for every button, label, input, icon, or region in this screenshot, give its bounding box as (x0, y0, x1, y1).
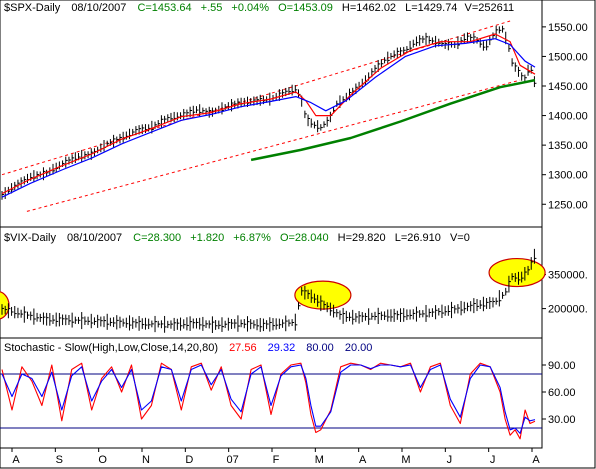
vix-ytick-label: 200000. (548, 304, 588, 316)
xaxis-month-label: A (12, 454, 20, 466)
xaxis-month-label: A (532, 454, 540, 466)
price-ma-mid-line (1, 38, 536, 198)
price-high: H=1462.02 (342, 2, 396, 14)
price-trendline (1, 20, 511, 176)
stochastic-k-value: 27.56 (229, 342, 257, 354)
vix-symbol: $VIX-Daily (4, 232, 56, 244)
xaxis-month-label: F (273, 454, 280, 466)
grid-layer: 1550.00 1500.00 1450.00 1400.00 1350.00 1300.… (11, 22, 588, 466)
price-open: O=1453.09 (278, 2, 333, 14)
stochastic-panel-frame (0, 337, 543, 449)
price-ytick-label: 1500.00 (548, 51, 588, 63)
price-trendline (26, 79, 521, 212)
vix-ytick-label: 350000. (548, 270, 588, 282)
vix-high: H=29.820 (338, 232, 386, 244)
stochastic-d-value: 29.32 (268, 342, 296, 354)
vix-open: O=28.040 (280, 232, 329, 244)
price-low: L=1429.74 (405, 2, 457, 14)
price-ma-long-line (250, 78, 536, 162)
stochastic-ytick-label: 30.00 (548, 414, 576, 426)
price-symbol: $SPX-Daily (4, 2, 61, 14)
price-change: +.55 (201, 2, 223, 14)
marks-layer (0, 20, 546, 440)
xaxis-month-label: J (490, 454, 496, 466)
stochastic-title: Stochastic - Slow(High,Low,Close,14,20,8… (4, 342, 218, 354)
xaxis-month-label: J (447, 454, 453, 466)
vix-close: C=28.300 (133, 232, 181, 244)
xaxis-month-label: S (56, 454, 63, 466)
stoch-d-line (1, 364, 536, 434)
stochastic-ytick-label: 60.00 (548, 387, 576, 399)
vix-date: 08/10/2007 (67, 232, 122, 244)
vix-header: $VIX-Daily 08/10/2007 C=28.300 +1.820 +6… (4, 232, 470, 244)
price-header: $SPX-Daily 08/10/2007 C=1453.64 +.55 +0.… (4, 2, 514, 14)
xaxis-month-label: N (142, 454, 150, 466)
stochastic-ytick-label: 90.00 (548, 360, 576, 372)
xaxis-month-label: D (185, 454, 193, 466)
price-ytick-label: 1400.00 (548, 111, 588, 123)
vix-volume: V=0 (450, 232, 470, 244)
price-ytick-label: 1250.00 (548, 199, 588, 211)
stochastic-lower-value: 20.00 (345, 342, 373, 354)
price-panel-frame (0, 0, 543, 228)
price-close: C=1453.64 (137, 2, 191, 14)
price-volume: V=252611 (465, 2, 515, 14)
price-ytick-label: 1350.00 (548, 140, 588, 152)
price-pct: +0.04% (231, 2, 269, 14)
price-date: 08/10/2007 (71, 2, 126, 14)
xaxis-month-label: 07 (227, 454, 239, 466)
price-ytick-label: 1450.00 (548, 81, 588, 93)
vix-highlight-ellipse (294, 280, 352, 310)
vix-panel-frame (0, 226, 543, 339)
vix-highlight-ellipse (488, 257, 546, 288)
price-ytick-label: 1550.00 (548, 22, 588, 34)
price-ytick-label: 1300.00 (548, 170, 588, 182)
xaxis-month-label: M (401, 454, 410, 466)
vix-low: L=26.910 (395, 232, 441, 244)
vix-pct: +6.87% (233, 232, 271, 244)
stochastic-upper-value: 80.00 (306, 342, 334, 354)
stochastic-header: Stochastic - Slow(High,Low,Close,14,20,8… (4, 342, 372, 354)
xaxis-month-label: O (98, 454, 107, 466)
vix-change: +1.820 (190, 232, 224, 244)
xaxis-month-label: A (359, 454, 367, 466)
xaxis-month-label: M (315, 454, 324, 466)
